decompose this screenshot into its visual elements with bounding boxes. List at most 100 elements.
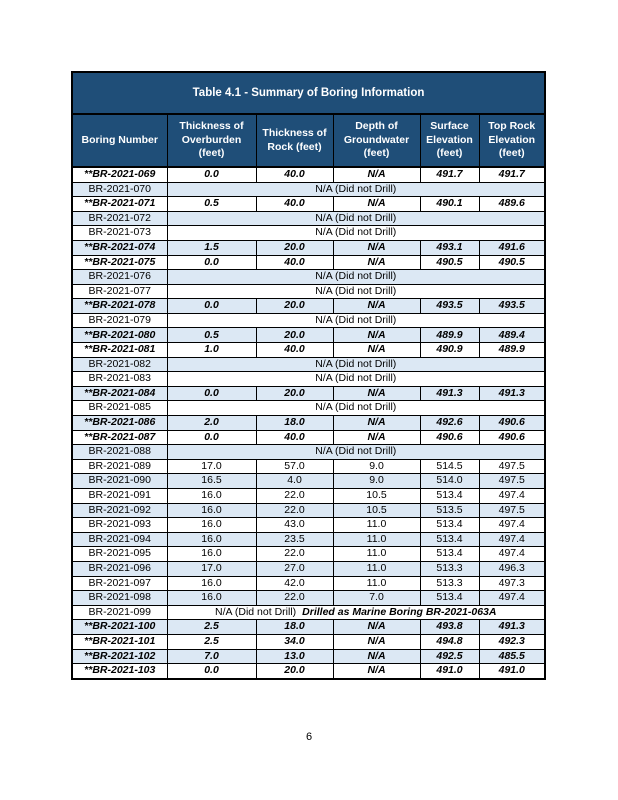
groundwater-cell: 7.0 [332,590,421,606]
boring-number-cell: **BR-2021-075 [71,254,168,271]
table-body: **BR-2021-069 0.0 40.0 N/A 491.7 491.7 BR-2021… [71,166,546,680]
overburden-cell: 16.0 [166,531,257,548]
table-row: BR-2021-088 N/A (Did not Drill) [71,444,546,460]
boring-number-cell: BR-2021-085 [71,400,168,417]
na-text: N/A (Did not Drill) [315,211,397,224]
na-did-not-drill-cell: N/A (Did not Drill) [166,181,546,198]
top_rock-cell: 489.4 [478,327,546,344]
surface-cell: 492.6 [419,415,480,431]
overburden-cell: 16.0 [166,546,257,562]
top_rock-cell: 497.5 [478,473,546,490]
boring-number-cell: **BR-2021-074 [71,239,168,256]
boring-number-cell: **BR-2021-103 [71,663,168,680]
na-did-not-drill-cell: N/A (Did not Drill) [166,225,546,241]
overburden-cell: 16.0 [166,488,257,504]
overburden-cell: 1.5 [166,239,257,256]
na-text: N/A (Did not Drill) [215,605,297,618]
groundwater-cell: 10.5 [332,502,421,519]
column-header: Depth of Groundwater (feet) [332,113,421,168]
table-row: **BR-2021-084 0.0 20.0 N/A 491.3 491.3 [71,385,546,402]
boring-number-cell: **BR-2021-081 [71,342,168,358]
boring-number-cell: BR-2021-096 [71,560,168,577]
rock-cell: 13.0 [255,648,334,665]
rock-cell: 22.0 [255,502,334,519]
surface-cell: 490.1 [419,196,480,212]
top_rock-cell: 485.5 [478,648,546,665]
overburden-cell: 1.0 [166,342,257,358]
surface-cell: 494.8 [419,633,480,650]
table-row: **BR-2021-086 2.0 18.0 N/A 492.6 490.6 [71,415,546,431]
rock-cell: 40.0 [255,342,334,358]
table-row: BR-2021-077 N/A (Did not Drill) [71,283,546,300]
boring-number-cell: BR-2021-095 [71,546,168,562]
column-header: Surface Elevation (feet) [419,113,480,168]
na-text: N/A (Did not Drill) [315,372,397,385]
table-row: BR-2021-098 16.0 22.0 7.0 513.4 497.4 [71,590,546,606]
groundwater-cell: 11.0 [332,531,421,548]
top_rock-cell: 491.3 [478,619,546,635]
table-row: **BR-2021-078 0.0 20.0 N/A 493.5 493.5 [71,298,546,314]
table-row: **BR-2021-069 0.0 40.0 N/A 491.7 491.7 [71,166,546,183]
rock-cell: 23.5 [255,531,334,548]
rock-cell: 40.0 [255,196,334,212]
table-row: BR-2021-095 16.0 22.0 11.0 513.4 497.4 [71,546,546,562]
na-text: N/A (Did not Drill) [315,270,397,283]
top_rock-cell: 491.6 [478,239,546,256]
page-number: 6 [305,731,313,743]
groundwater-cell: N/A [332,166,421,183]
boring-number-cell: **BR-2021-100 [71,619,168,635]
groundwater-cell: 11.0 [332,575,421,592]
table-row: **BR-2021-081 1.0 40.0 N/A 490.9 489.9 [71,342,546,358]
table-row: BR-2021-073 N/A (Did not Drill) [71,225,546,241]
table-row: BR-2021-085 N/A (Did not Drill) [71,400,546,417]
top_rock-cell: 497.3 [478,575,546,592]
table-row: **BR-2021-074 1.5 20.0 N/A 493.1 491.6 [71,239,546,256]
rock-cell: 42.0 [255,575,334,592]
rock-cell: 18.0 [255,619,334,635]
top_rock-cell: 497.4 [478,517,546,533]
surface-cell: 493.5 [419,298,480,314]
boring-summary-table: Table 4.1 - Summary of Boring Informatio… [71,71,547,680]
groundwater-cell: N/A [332,648,421,665]
top_rock-cell: 490.6 [478,429,546,446]
na-did-not-drill-cell: N/A (Did not Drill) [166,356,546,373]
boring-number-cell: BR-2021-099 [71,604,168,621]
rock-cell: 18.0 [255,415,334,431]
surface-cell: 514.0 [419,473,480,490]
top_rock-cell: 489.6 [478,196,546,212]
top_rock-cell: 497.5 [478,502,546,519]
boring-number-cell: BR-2021-070 [71,181,168,198]
boring-number-cell: BR-2021-094 [71,531,168,548]
boring-number-cell: **BR-2021-101 [71,633,168,650]
groundwater-cell: 11.0 [332,517,421,533]
top_rock-cell: 491.3 [478,385,546,402]
groundwater-cell: 9.0 [332,473,421,490]
boring-number-cell: BR-2021-079 [71,312,168,329]
rock-cell: 20.0 [255,239,334,256]
surface-cell: 513.3 [419,575,480,592]
overburden-cell: 0.0 [166,166,257,183]
boring-number-cell: BR-2021-072 [71,210,168,227]
table-row: BR-2021-092 16.0 22.0 10.5 513.5 497.5 [71,502,546,519]
na-text: N/A (Did not Drill) [315,357,397,370]
overburden-cell: 2.0 [166,415,257,431]
column-header-row: Boring Number Thickness of Overburden (fe… [71,113,546,168]
boring-number-cell: **BR-2021-078 [71,298,168,314]
table-row: BR-2021-083 N/A (Did not Drill) [71,371,546,387]
rock-cell: 22.0 [255,590,334,606]
rock-cell: 40.0 [255,254,334,271]
na-did-not-drill-cell: N/A (Did not Drill) [166,269,546,285]
rock-cell: 40.0 [255,429,334,446]
overburden-cell: 17.0 [166,458,257,475]
top_rock-cell: 491.0 [478,663,546,680]
na-did-not-drill-cell: N/A (Did not Drill) [166,371,546,387]
surface-cell: 490.5 [419,254,480,271]
table-title: Table 4.1 - Summary of Boring Informatio… [71,71,546,115]
top_rock-cell: 491.7 [478,166,546,183]
boring-number-cell: BR-2021-098 [71,590,168,606]
top_rock-cell: 497.4 [478,531,546,548]
overburden-cell: 0.5 [166,196,257,212]
table-row: BR-2021-082 N/A (Did not Drill) [71,356,546,373]
boring-number-cell: **BR-2021-084 [71,385,168,402]
top_rock-cell: 496.3 [478,560,546,577]
